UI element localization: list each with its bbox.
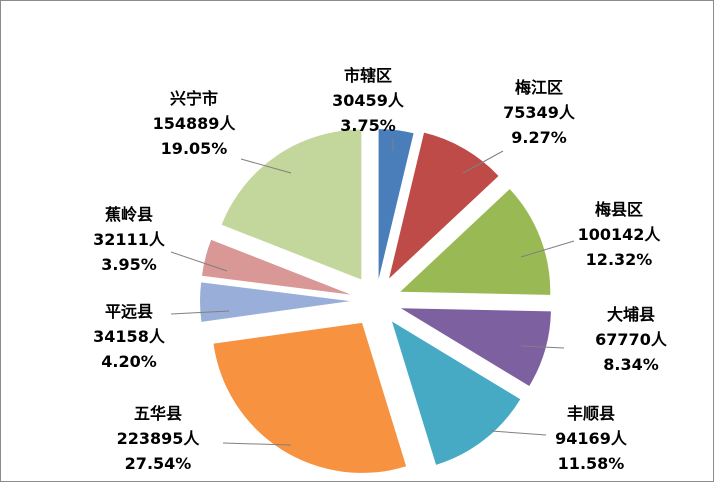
slice-labels: 市辖区 30459人 3.75% 梅江区 75349人 9.27% 梅县区 100142人 12…: [93, 66, 668, 473]
slice-value-label-9: 154889人: [153, 114, 237, 133]
leader-line-8: [170, 251, 228, 272]
pie-slice-4: [400, 308, 551, 386]
slice-category-label-2: 梅江区: [515, 78, 563, 97]
pie-slice-1: [378, 129, 414, 280]
slice-value-label-7: 34158人: [93, 327, 166, 346]
slice-percent-label-4: 8.34%: [603, 355, 659, 374]
pie-slice-2: [389, 132, 499, 279]
slice-percent-label-6: 27.54%: [125, 454, 192, 473]
slice-percent-label-2: 9.27%: [511, 128, 567, 147]
pie-slice-5: [391, 321, 521, 465]
slice-category-label-9: 兴宁市: [170, 89, 218, 108]
leader-line-9: [240, 158, 292, 174]
slice-value-label-3: 100142人: [578, 225, 662, 244]
leader-lines: [170, 139, 575, 446]
leader-line-3: [520, 240, 575, 258]
slice-category-label-3: 梅县区: [595, 200, 643, 219]
slice-value-label-5: 94169人: [555, 429, 628, 448]
leader-line-6: [222, 442, 292, 446]
slice-category-label-7: 平远县: [105, 302, 153, 321]
slice-value-label-6: 223895人: [117, 429, 201, 448]
slice-percent-label-9: 19.05%: [161, 139, 228, 158]
slice-category-label-8: 蕉岭县: [105, 205, 153, 224]
slice-value-label-2: 75349人: [503, 103, 576, 122]
pie-slices: [200, 129, 551, 473]
slice-category-label-5: 丰顺县: [567, 404, 615, 423]
pie-slice-7: [200, 282, 351, 322]
leader-line-5: [490, 430, 547, 436]
slice-percent-label-7: 4.20%: [101, 352, 157, 371]
slice-value-label-8: 32111人: [93, 230, 166, 249]
slice-category-label-4: 大埔县: [607, 305, 655, 324]
slice-category-label-1: 市辖区: [344, 66, 392, 85]
slice-percent-label-8: 3.95%: [101, 255, 157, 274]
slice-percent-label-1: 3.75%: [340, 116, 396, 135]
slice-percent-label-5: 11.58%: [558, 454, 625, 473]
slice-value-label-4: 67770人: [595, 330, 668, 349]
pie-slice-3: [400, 189, 551, 295]
leader-line-2: [462, 150, 504, 174]
slice-percent-label-3: 12.32%: [586, 250, 653, 269]
leader-line-7: [170, 310, 230, 315]
leader-line-4: [520, 345, 565, 349]
slice-category-label-6: 五华县: [134, 404, 182, 423]
pie-slice-9: [221, 129, 362, 280]
pie-slice-8: [201, 239, 351, 295]
slice-value-label-1: 30459人: [332, 91, 405, 110]
pie-slice-6: [213, 322, 407, 473]
